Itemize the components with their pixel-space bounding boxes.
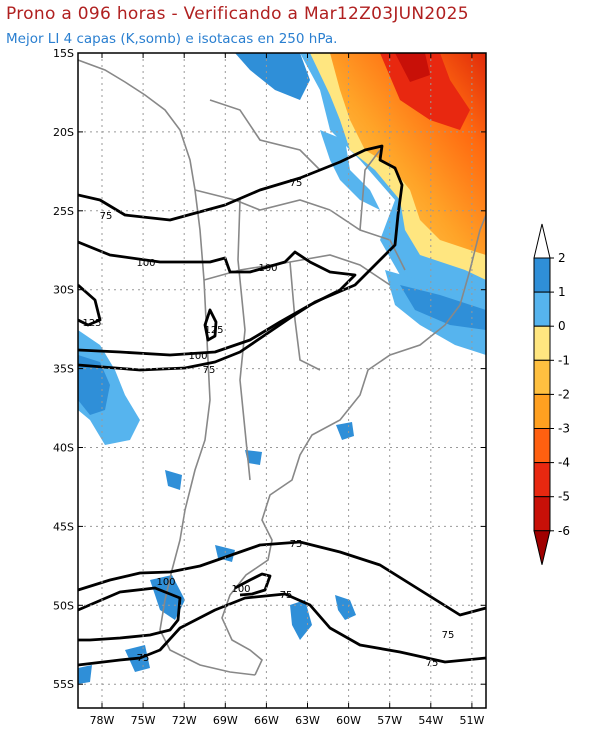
lat-label: 25S [53,205,74,218]
colorbar-swatch [533,291,551,327]
colorbar-label: 1 [558,285,566,299]
isotach-label: 100 [258,263,277,274]
colorbar-swatch [533,462,551,498]
lat-label: 55S [53,678,74,691]
colorbar-label: -5 [558,490,570,504]
lon-label: 66W [254,714,279,727]
colorbar-swatch [533,257,551,293]
colorbar-label: -4 [558,456,570,470]
isotach-label: 75 [426,658,439,669]
lat-label: 30S [53,284,74,297]
isotach-label: 100 [136,258,155,269]
colorbar-label: -3 [558,422,570,436]
lat-lon-grid [78,53,486,708]
lat-label: 40S [53,442,74,455]
coastlines [78,59,486,676]
colorbar-label: -1 [558,353,570,367]
isotach-label: 100 [188,351,207,362]
lon-label: 57W [377,714,402,727]
colorbar-top-arrow [533,223,551,259]
isotach-label: 75 [290,178,303,189]
li-shading [78,53,486,684]
axis-ticks [78,52,486,708]
map-title: Prono a 096 horas - Verificando a Mar12Z… [6,4,469,24]
map-frame [77,52,487,709]
map-subtitle: Mejor LI 4 capas (K,somb) e isotacas en … [6,31,338,47]
lon-label: 75W [131,714,156,727]
lon-label: 78W [90,714,115,727]
colorbar-label: -6 [558,524,570,538]
isotach-labels: 75 75 100 100 125 125 100 75 75 100 100 … [82,178,454,669]
isotach-label: 75 [442,630,455,641]
lat-label: 45S [53,520,74,533]
colorbar-swatch [533,496,551,532]
lon-label: 63W [295,714,320,727]
colorbar: 2 1 0 -1 -2 -3 -4 -5 -6 [533,223,570,565]
colorbar-label: -2 [558,387,570,401]
lon-label: 72W [172,714,197,727]
isotach-label: 75 [280,590,293,601]
isotach-label: 75 [100,211,113,222]
lon-label: 69W [213,714,238,727]
colorbar-swatch [533,325,551,361]
lat-label: 20S [53,126,74,139]
longitude-labels: 78W 75W 72W 69W 66W 63W 60W 57W 54W 51W [90,714,485,727]
lon-label: 60W [336,714,361,727]
isotach-label: 125 [82,318,101,329]
isotach-label: 100 [156,577,175,588]
lat-label: 35S [53,363,74,376]
isotach-label: 125 [204,325,223,336]
colorbar-bottom-arrow [533,530,551,565]
lat-label: 50S [53,599,74,612]
latitude-labels: 15S 20S 25S 30S 35S 40S 45S 50S 55S [53,47,74,691]
colorbar-swatch [533,359,551,395]
isotach-label: 75 [137,653,150,664]
isotach-label: 75 [290,539,303,550]
colorbar-label: 0 [558,319,566,333]
isotach-label: 75 [203,365,216,376]
colorbar-swatch [533,428,551,464]
lat-label: 15S [53,47,74,60]
colorbar-label: 2 [558,251,566,265]
lon-label: 54W [418,714,443,727]
colorbar-swatch [533,393,551,429]
isotach-label: 100 [231,584,250,595]
lon-label: 51W [459,714,484,727]
